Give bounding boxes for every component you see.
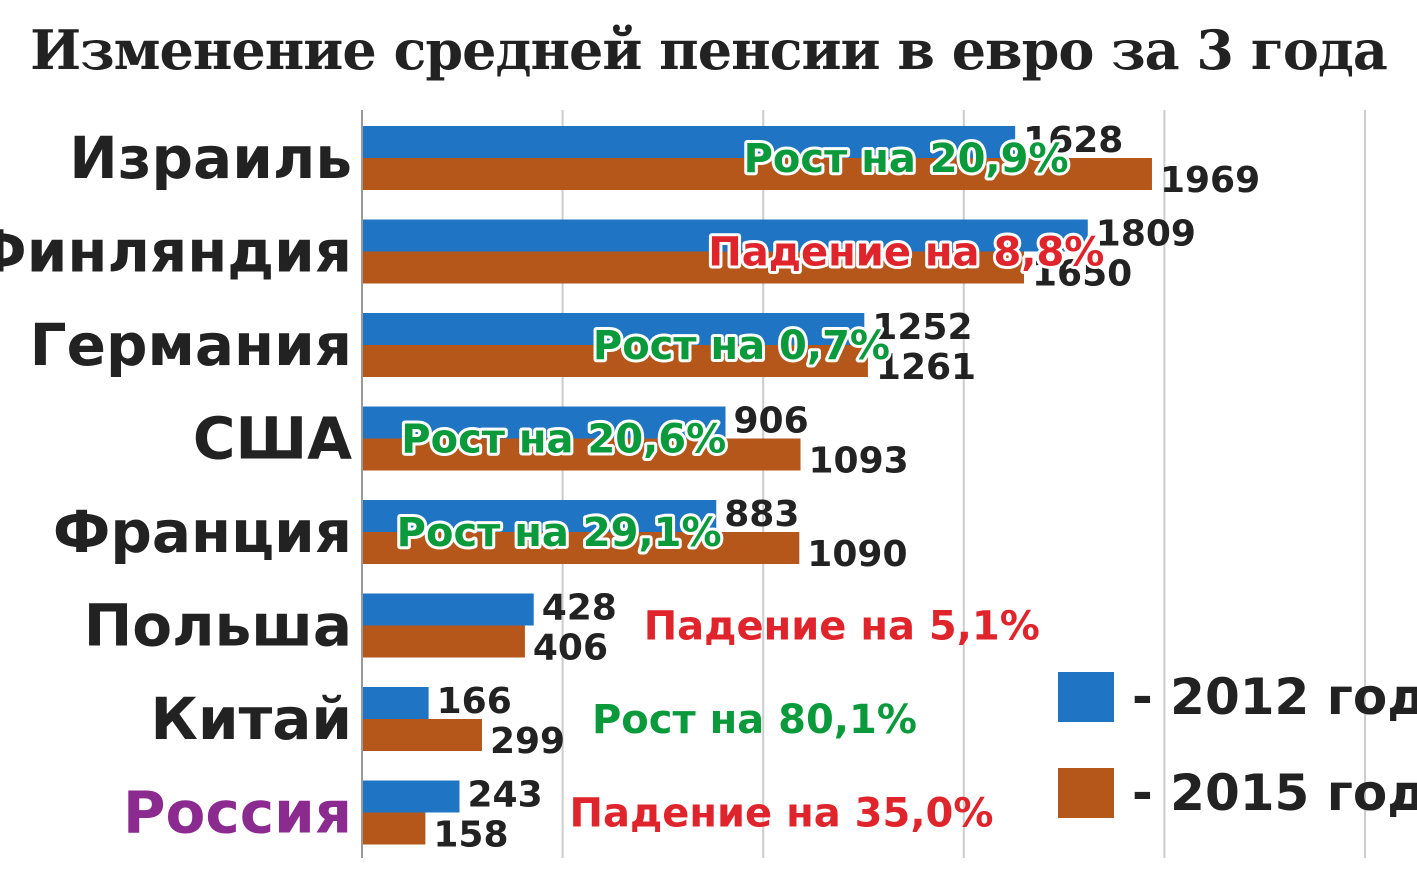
value-label-2015: 1093	[809, 441, 909, 482]
bar-2012	[362, 500, 717, 532]
category-label: Польша	[84, 592, 352, 660]
category-label: США	[193, 405, 352, 473]
value-label-2015: 1650	[1032, 254, 1132, 295]
legend-label: - 2012 год	[1132, 668, 1417, 726]
bar-2015	[362, 532, 800, 564]
value-label-2015: 406	[533, 628, 608, 669]
bar-2012	[362, 687, 429, 719]
value-label-2015: 299	[490, 721, 565, 762]
bar-2012	[362, 780, 460, 813]
legend-swatch	[1058, 672, 1114, 722]
value-label-2015: 1261	[876, 347, 976, 388]
bar-2015	[362, 438, 801, 471]
change-annotation: Рост на 0,7%	[593, 323, 890, 369]
bar-2012	[362, 219, 1088, 252]
change-annotation: Рост на 80,1%	[592, 697, 917, 743]
value-label-2012: 883	[724, 494, 799, 535]
bar-2012	[362, 406, 726, 439]
category-label: Франция	[53, 498, 352, 566]
bar-2015	[362, 251, 1024, 284]
bar-2015	[362, 719, 482, 751]
bar-2015	[362, 625, 525, 658]
category-label: Финляндия	[0, 218, 352, 286]
value-label-2012: 1628	[1023, 120, 1123, 161]
change-annotation: Рост на 29,1%	[397, 510, 722, 556]
legend-label: - 2015 год	[1132, 764, 1417, 822]
bar-2015	[362, 345, 868, 377]
value-label-2012: 428	[542, 588, 617, 629]
change-annotation: Рост на 20,6%	[401, 417, 726, 463]
category-label: Китай	[151, 685, 352, 753]
bar-2015	[362, 158, 1152, 190]
category-label: Израиль	[69, 124, 352, 192]
bar-2012	[362, 126, 1016, 158]
value-label-2015: 1969	[1160, 160, 1260, 201]
legend-swatch	[1058, 768, 1114, 818]
change-annotation: Падение на 5,1%	[644, 604, 1040, 650]
value-label-2012: 1252	[872, 307, 972, 348]
change-annotation: Падение на 35,0%	[569, 791, 993, 837]
bar-2012	[362, 313, 865, 345]
value-label-2012: 1809	[1096, 214, 1196, 255]
value-label-2012: 166	[437, 681, 512, 722]
value-label-2015: 1090	[807, 534, 907, 575]
value-label-2015: 158	[433, 815, 508, 856]
value-label-2012: 243	[467, 775, 542, 816]
category-label: Германия	[30, 311, 352, 379]
chart-title: Изменение средней пенсии в евро за 3 год…	[30, 18, 1388, 82]
bar-2012	[362, 593, 534, 626]
category-label: Россия	[123, 779, 352, 847]
change-annotation: Падение на 8,8%	[708, 230, 1104, 276]
bar-2015	[362, 812, 426, 845]
change-annotation: Рост на 20,9%	[744, 136, 1069, 182]
value-label-2012: 906	[733, 401, 808, 442]
